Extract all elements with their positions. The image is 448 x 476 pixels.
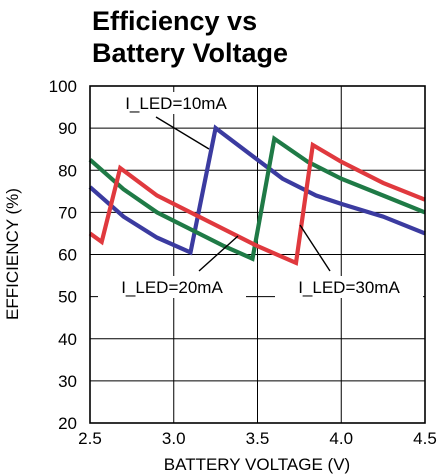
- annotation-leader: [155, 116, 210, 150]
- annotation-label: I_LED=30mA: [298, 278, 400, 297]
- x-tick-label: 4.5: [413, 429, 437, 448]
- y-tick-label: 60: [58, 246, 77, 265]
- annotation-label: I_LED=20mA: [121, 278, 223, 297]
- y-tick-label: 40: [58, 330, 77, 349]
- x-tick-label: 3.0: [162, 429, 186, 448]
- y-tick-label: 70: [58, 203, 77, 222]
- annotation-label: I_LED=10mA: [125, 94, 227, 113]
- x-tick-label: 4.0: [329, 429, 353, 448]
- y-tick-label: 20: [58, 414, 77, 433]
- y-tick-label: 100: [49, 77, 77, 96]
- series-line-3: [88, 141, 426, 266]
- annotation-bg: [275, 276, 423, 298]
- grid: [90, 86, 425, 423]
- chart-title-line-1: Efficiency vs: [92, 6, 257, 36]
- plot-frame: [89, 85, 426, 424]
- series-lines: [88, 124, 426, 266]
- annotation-bg: [98, 276, 246, 298]
- series-line-1: [88, 124, 426, 256]
- x-tick-label: 2.5: [78, 429, 102, 448]
- annotation-leader: [198, 235, 239, 272]
- x-tick-label: 3.5: [246, 429, 270, 448]
- y-tick-label: 90: [58, 119, 77, 138]
- tick-labels: 2.5 3.0 3.5 4.0 4.5 20 30 40 50 60 70 80 90 100: [49, 77, 437, 448]
- y-tick-label: 30: [58, 372, 77, 391]
- annotation-leader: [299, 224, 331, 272]
- y-tick-label: 80: [58, 161, 77, 180]
- x-axis-label: BATTERY VOLTAGE (V): [164, 455, 350, 474]
- y-axis-label: EFFICIENCY (%): [3, 188, 22, 320]
- chart-title-line-2: Battery Voltage: [92, 38, 288, 68]
- series-line-2: [88, 135, 426, 262]
- annotation-bg: [102, 92, 250, 114]
- y-tick-label: 50: [58, 288, 77, 307]
- annotations: I_LED=10mA I_LED=20mA I_LED=30mA: [98, 92, 423, 298]
